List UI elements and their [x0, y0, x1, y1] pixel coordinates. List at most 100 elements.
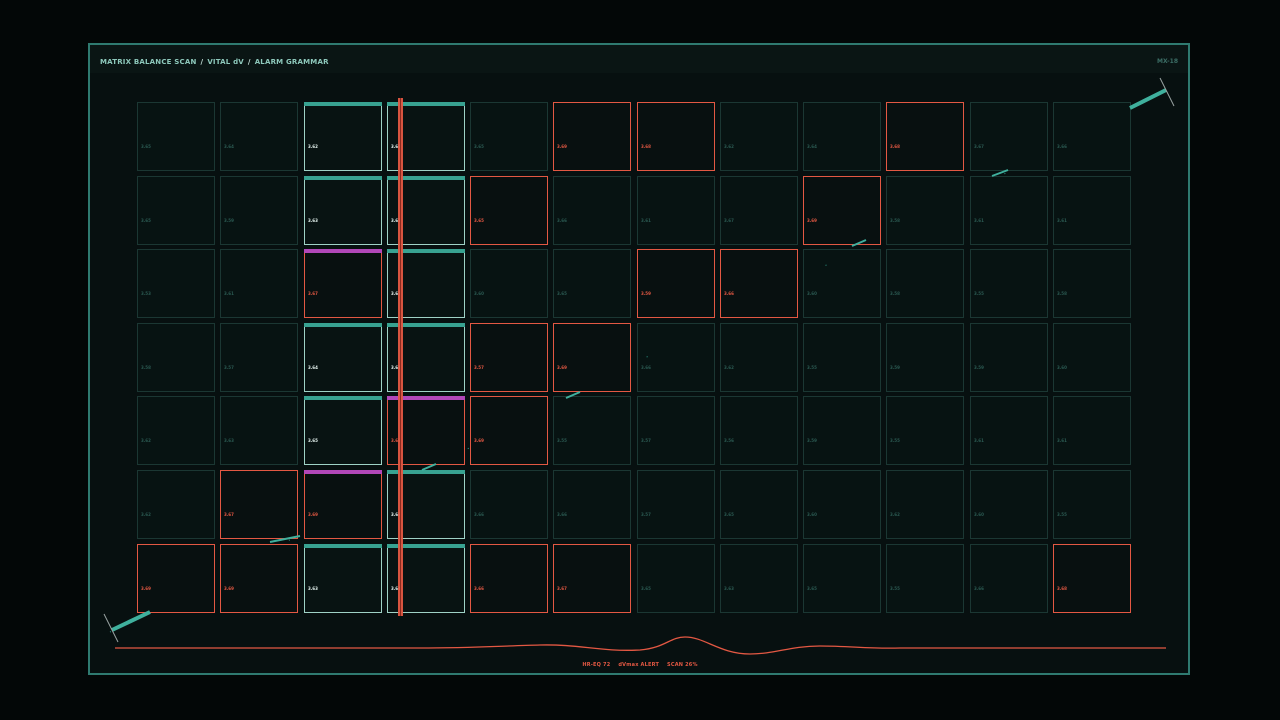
matrix-cell[interactable]: 3.55 [970, 249, 1048, 318]
matrix-cell[interactable]: 3.58 [1053, 249, 1131, 318]
matrix-cell[interactable]: 3.60 [803, 470, 881, 539]
matrix-cell[interactable]: 3.58 [886, 249, 964, 318]
cell-value: 3.66 [474, 512, 484, 517]
matrix-cell[interactable]: 3.62 [886, 470, 964, 539]
matrix-cell[interactable]: 3.63 [304, 544, 382, 613]
matrix-cell[interactable]: 3.62 [304, 102, 382, 171]
matrix-cell[interactable]: 3.59 [803, 396, 881, 465]
cell-value: 3.61 [391, 365, 401, 370]
matrix-cell[interactable]: 3.61 [387, 323, 465, 392]
matrix-cell[interactable]: 3.67 [970, 102, 1048, 171]
matrix-cell[interactable]: 3.66 [553, 176, 631, 245]
matrix-cell[interactable]: 3.61 [1053, 396, 1131, 465]
cell-value: 3.67 [224, 512, 234, 517]
matrix-cell[interactable]: 3.65 [720, 470, 798, 539]
cell-value: 3.65 [807, 586, 817, 591]
matrix-cell[interactable]: 3.53 [137, 249, 215, 318]
matrix-cell[interactable]: 3.62 [720, 323, 798, 392]
matrix-cell[interactable]: 3.63 [304, 176, 382, 245]
matrix-cell[interactable]: 3.69 [470, 396, 548, 465]
matrix-cell[interactable]: 3.67 [220, 470, 298, 539]
matrix-cell[interactable]: 3.61 [970, 176, 1048, 245]
matrix-cell[interactable]: 3.61 [637, 176, 715, 245]
matrix-cell[interactable]: 3.69 [137, 544, 215, 613]
matrix-cell[interactable]: 3.62 [720, 102, 798, 171]
breadcrumb-item-matrix-balance-scan[interactable]: MATRIX BALANCE SCAN [100, 58, 197, 66]
matrix-cell[interactable]: 3.63 [720, 544, 798, 613]
cell-value: 3.58 [890, 218, 900, 223]
matrix-cell[interactable]: 3.65 [137, 102, 215, 171]
cell-value: 3.67 [391, 291, 401, 296]
sweep-tick [103, 613, 119, 643]
matrix-cell[interactable]: 3.66 [970, 544, 1048, 613]
matrix-cell[interactable]: 3.66 [553, 470, 631, 539]
matrix-cell[interactable]: 3.57 [637, 396, 715, 465]
matrix-cell[interactable]: 3.57 [220, 323, 298, 392]
matrix-cell[interactable]: 3.62 [137, 396, 215, 465]
matrix-cell[interactable]: 3.57 [637, 470, 715, 539]
cell-value: 3.61 [974, 438, 984, 443]
matrix-cell[interactable]: 3.65 [137, 176, 215, 245]
matrix-cell[interactable]: 3.67 [304, 249, 382, 318]
matrix-cell[interactable]: 3.64 [304, 323, 382, 392]
cell-value: 3.64 [224, 144, 234, 149]
matrix-cell[interactable]: 3.68 [1053, 544, 1131, 613]
matrix-cell[interactable]: 3.59 [886, 323, 964, 392]
matrix-cell[interactable]: 3.60 [1053, 323, 1131, 392]
cell-value: 3.57 [641, 438, 651, 443]
breadcrumb-item-vital-dv[interactable]: VITAL dV [207, 58, 244, 66]
matrix-cell[interactable]: 3.60 [803, 249, 881, 318]
matrix-cell[interactable]: 3.60 [470, 249, 548, 318]
matrix-cell[interactable]: 3.69 [220, 544, 298, 613]
matrix-cell[interactable]: 3.58 [886, 176, 964, 245]
matrix-cell[interactable]: 3.62 [137, 470, 215, 539]
matrix-cell[interactable]: 3.69 [553, 102, 631, 171]
matrix-cell[interactable]: 3.60 [970, 470, 1048, 539]
matrix-cell[interactable]: 3.69 [304, 470, 382, 539]
cell-value: 3.66 [1057, 144, 1067, 149]
matrix-cell[interactable]: 3.59 [220, 176, 298, 245]
matrix-cell[interactable]: 3.59 [637, 249, 715, 318]
matrix-cell[interactable]: 3.66 [720, 249, 798, 318]
cell-value: 3.65 [724, 512, 734, 517]
matrix-cell[interactable]: 3.67 [720, 176, 798, 245]
breadcrumb-item-alarm-grammar[interactable]: ALARM GRAMMAR [254, 58, 329, 66]
matrix-cell[interactable]: 3.64 [803, 102, 881, 171]
matrix-cell[interactable]: 3.65 [637, 544, 715, 613]
matrix-cell[interactable]: 3.65 [470, 176, 548, 245]
matrix-cell[interactable]: 3.69 [803, 176, 881, 245]
matrix-cell[interactable]: 3.59 [970, 323, 1048, 392]
heart-rate-readout: HR-EQ 72 [582, 662, 611, 668]
matrix-cell[interactable]: 3.61 [220, 249, 298, 318]
matrix-cell[interactable]: 3.66 [637, 323, 715, 392]
matrix-cell[interactable]: 3.55 [886, 396, 964, 465]
matrix-cell[interactable]: 3.65 [553, 249, 631, 318]
matrix-cell[interactable]: 3.55 [553, 396, 631, 465]
matrix-cell[interactable]: 3.66 [470, 544, 548, 613]
cell-value: 3.69 [308, 512, 318, 517]
sweep-segment [269, 535, 301, 543]
matrix-cell[interactable]: 3.66 [1053, 102, 1131, 171]
matrix-cell[interactable]: 3.58 [137, 323, 215, 392]
matrix-cell[interactable]: 3.64 [220, 102, 298, 171]
matrix-cell[interactable]: 3.63 [220, 396, 298, 465]
matrix-cell[interactable]: 3.66 [470, 470, 548, 539]
matrix-cell[interactable]: 3.55 [1053, 470, 1131, 539]
cell-value: 3.60 [807, 291, 817, 296]
matrix-cell[interactable]: 3.65 [304, 396, 382, 465]
matrix-cell[interactable]: 3.69 [553, 323, 631, 392]
matrix-cell[interactable]: 3.56 [720, 396, 798, 465]
matrix-cell[interactable]: 3.68 [637, 102, 715, 171]
matrix-cell[interactable]: 3.55 [803, 323, 881, 392]
matrix-cell[interactable]: 3.57 [470, 323, 548, 392]
matrix-cell[interactable]: 3.68 [886, 102, 964, 171]
matrix-cell[interactable]: 3.55 [886, 544, 964, 613]
matrix-cell[interactable]: 3.61 [1053, 176, 1131, 245]
cell-value: 3.64 [308, 365, 318, 370]
cell-status-bar [304, 176, 382, 180]
matrix-cell[interactable]: 3.61 [970, 396, 1048, 465]
matrix-cell[interactable]: 3.65 [470, 102, 548, 171]
alert-readout: dVmax ALERT [618, 662, 660, 668]
matrix-cell[interactable]: 3.65 [803, 544, 881, 613]
matrix-cell[interactable]: 3.67 [553, 544, 631, 613]
